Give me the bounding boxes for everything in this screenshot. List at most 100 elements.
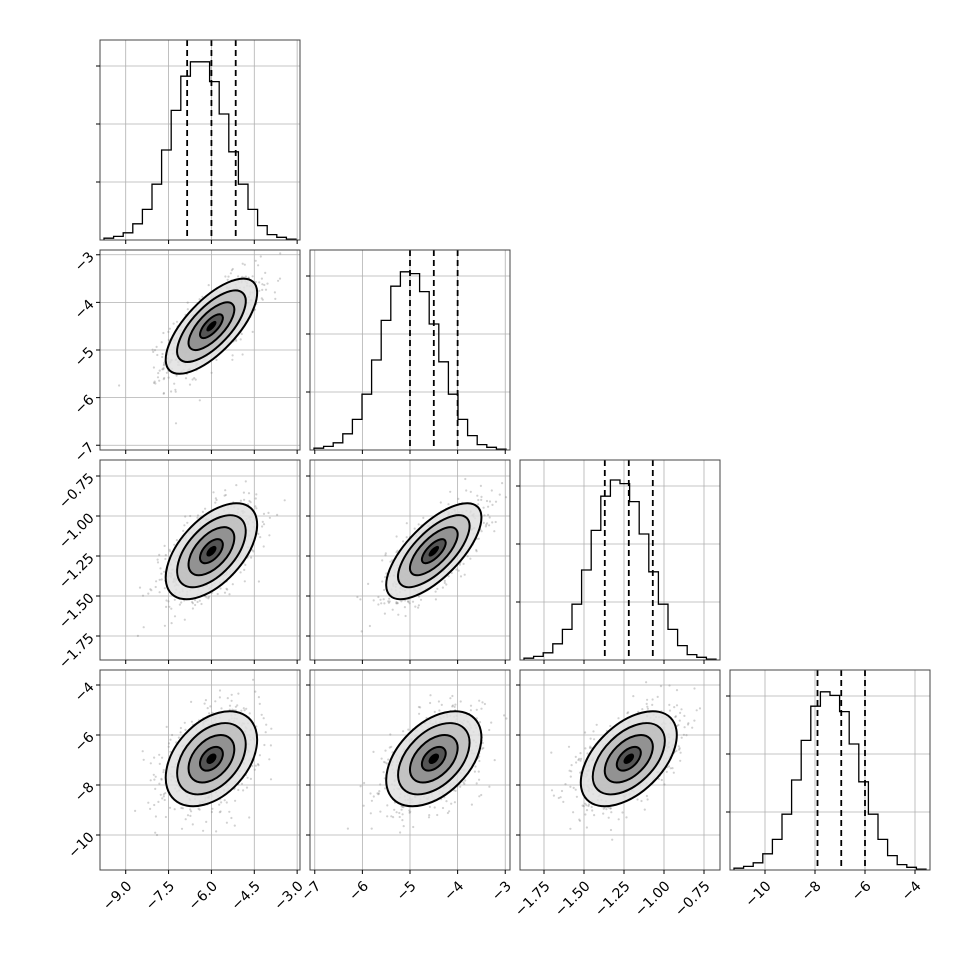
scatter-point bbox=[380, 757, 383, 760]
scatter-point bbox=[136, 634, 139, 638]
scatter-point bbox=[262, 512, 266, 516]
scatter-point bbox=[247, 492, 251, 495]
scatter-point bbox=[206, 707, 209, 710]
scatter-point bbox=[469, 557, 472, 560]
scatter-point bbox=[262, 523, 266, 526]
scatter-point bbox=[262, 717, 265, 720]
contour-line-0 bbox=[199, 745, 224, 772]
scatter-point bbox=[183, 721, 186, 724]
scatter-point bbox=[183, 524, 186, 527]
scatter-point bbox=[191, 602, 194, 605]
scatter-point bbox=[617, 818, 620, 821]
scatter-point bbox=[190, 720, 193, 723]
scatter-point bbox=[258, 702, 261, 706]
ytick-label-2-3: −1.00 bbox=[56, 510, 98, 552]
scatter-point bbox=[184, 818, 187, 821]
scatter-point bbox=[168, 806, 172, 809]
scatter-point bbox=[134, 809, 137, 813]
scatter-point bbox=[162, 795, 165, 798]
scatter-point bbox=[482, 521, 485, 525]
scatter-point bbox=[273, 291, 276, 294]
scatter-point bbox=[679, 711, 682, 715]
scatter-point bbox=[198, 808, 201, 811]
scatter-point bbox=[579, 771, 582, 774]
scatter-point bbox=[359, 785, 362, 788]
scatter-point bbox=[253, 768, 256, 771]
scatter-point bbox=[488, 524, 491, 527]
scatter-point bbox=[469, 490, 472, 493]
scatter-point bbox=[459, 785, 462, 788]
scatter-point bbox=[158, 591, 161, 594]
scatter-point bbox=[407, 728, 410, 731]
scatter-point bbox=[268, 758, 271, 761]
scatter-point bbox=[407, 600, 410, 604]
scatter-point bbox=[387, 601, 390, 604]
scatter-point bbox=[218, 689, 222, 692]
scatter-point bbox=[481, 747, 484, 750]
scatter-point bbox=[429, 694, 432, 697]
scatter-point bbox=[448, 810, 451, 813]
scatter-point bbox=[483, 702, 486, 706]
scatter-point bbox=[239, 571, 242, 574]
scatter-point bbox=[163, 363, 166, 366]
contour-line-3 bbox=[164, 502, 259, 601]
hist-panel-1 bbox=[310, 250, 510, 450]
scatter-point bbox=[207, 595, 211, 598]
scatter-point bbox=[167, 330, 170, 333]
scatter-point bbox=[244, 563, 247, 567]
ytick-label-3-1: −8 bbox=[72, 779, 98, 805]
scatter-point bbox=[491, 503, 494, 506]
scatter-point bbox=[485, 523, 488, 526]
scatter-point bbox=[160, 572, 163, 575]
pair-panel-2-1 bbox=[310, 452, 521, 660]
scatter-point bbox=[645, 681, 648, 684]
scatter-point bbox=[464, 779, 467, 782]
scatter-point bbox=[459, 700, 462, 703]
scatter-point bbox=[399, 831, 402, 834]
scatter-point bbox=[382, 771, 385, 774]
scatter-point bbox=[159, 567, 162, 570]
scatter-point bbox=[228, 810, 231, 813]
scatter-point bbox=[258, 281, 261, 284]
pair-panel-3-1 bbox=[310, 670, 510, 870]
scatter-point bbox=[463, 573, 466, 576]
scatter-point bbox=[196, 516, 199, 519]
scatter-point bbox=[228, 704, 232, 707]
scatter-point bbox=[493, 530, 496, 533]
scatter-point bbox=[210, 810, 213, 814]
pair-panel-3-0 bbox=[100, 670, 300, 870]
contour-line-2 bbox=[397, 514, 471, 589]
scatter-point bbox=[173, 808, 176, 811]
scatter-point bbox=[163, 587, 166, 590]
scatter-point bbox=[245, 707, 248, 710]
scatter-point bbox=[168, 605, 171, 608]
scatter-point bbox=[356, 595, 359, 599]
contour-line-0 bbox=[420, 745, 447, 772]
scatter-point bbox=[585, 826, 589, 829]
scatter-point bbox=[491, 521, 494, 524]
scatter-point bbox=[268, 534, 271, 537]
scatter-point bbox=[209, 705, 212, 708]
scatter-point bbox=[249, 501, 252, 504]
scatter-point bbox=[487, 505, 490, 508]
scatter-point bbox=[149, 762, 152, 765]
ytick-label-1-2: −5 bbox=[72, 344, 98, 370]
scatter-point bbox=[220, 801, 223, 804]
scatter-point bbox=[211, 807, 214, 810]
scatter-point bbox=[223, 494, 226, 497]
scatter-point bbox=[153, 803, 156, 807]
scatter-point bbox=[225, 587, 228, 590]
scatter-point bbox=[441, 806, 445, 810]
scatter-point bbox=[396, 602, 399, 605]
scatter-point bbox=[243, 580, 246, 583]
scatter-point bbox=[396, 549, 399, 552]
scatter-point bbox=[519, 452, 521, 454]
scatter-point bbox=[392, 816, 395, 819]
contour-line-1 bbox=[187, 301, 236, 352]
scatter-point bbox=[204, 507, 207, 510]
scatter-point bbox=[151, 348, 154, 351]
scatter-point bbox=[269, 744, 272, 747]
scatter-point bbox=[440, 703, 443, 707]
scatter-point bbox=[142, 758, 145, 761]
histogram-0 bbox=[103, 61, 297, 240]
